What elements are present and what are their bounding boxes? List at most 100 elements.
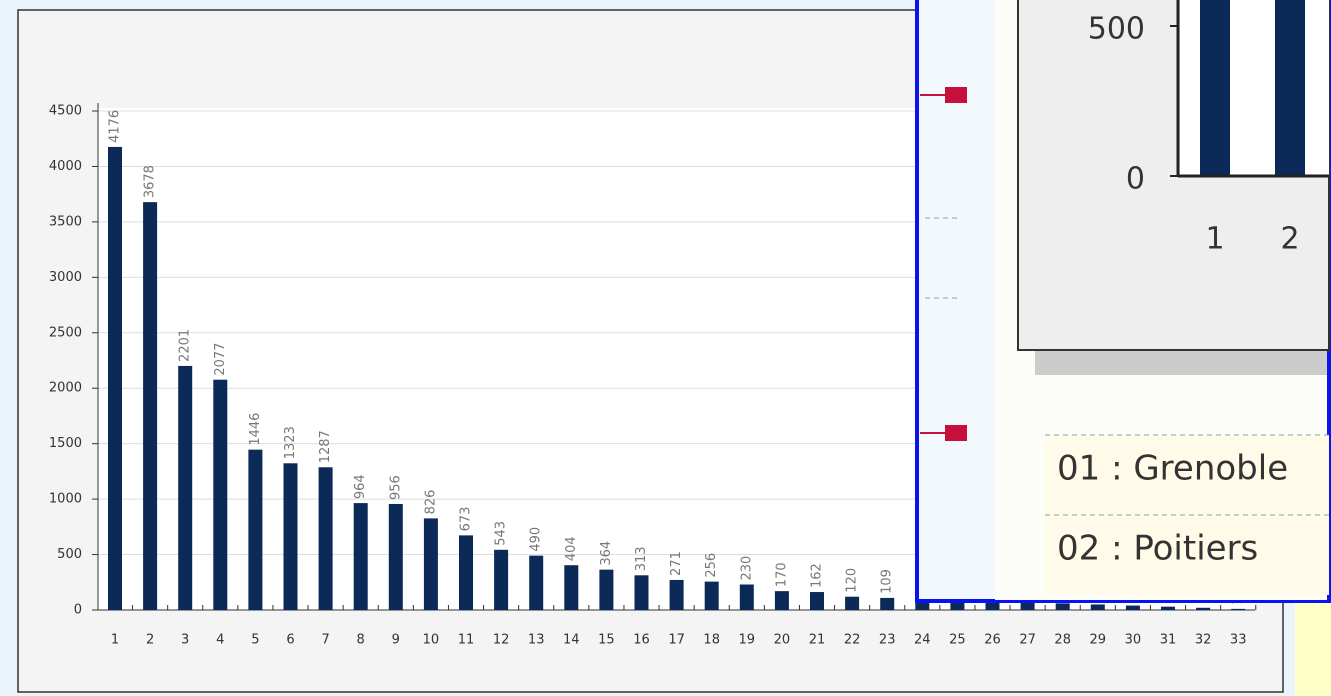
data-label: 364 <box>599 541 614 566</box>
bar <box>1055 603 1070 610</box>
x-tick-label: 3 <box>181 633 189 648</box>
y-tick-label: 1500 <box>49 436 82 451</box>
x-tick-label: 17 <box>668 633 685 648</box>
y-tick-label: 3500 <box>49 214 82 229</box>
bar <box>388 503 403 610</box>
x-tick-label: 25 <box>949 633 966 648</box>
bar <box>248 449 263 610</box>
x-tick-label: 12 <box>493 633 510 648</box>
x-tick-label: 24 <box>914 633 931 648</box>
side-panel <box>1295 600 1331 696</box>
data-label: 271 <box>669 551 684 576</box>
x-tick-label: 16 <box>633 633 650 648</box>
bar <box>739 584 754 610</box>
x-tick-label: 13 <box>528 633 545 648</box>
data-label: 256 <box>704 553 719 578</box>
bar <box>669 579 684 610</box>
data-label: 826 <box>423 490 438 515</box>
inset-bar <box>1200 0 1230 176</box>
y-tick-label: 3000 <box>49 270 82 285</box>
x-tick-label: 11 <box>458 633 475 648</box>
marker <box>945 425 967 441</box>
data-label: 3678 <box>143 165 158 198</box>
y-tick-label: 4500 <box>49 104 82 119</box>
zoom-inset: 01 : Grenoble 02 : Poitiers 1 2 0 500 <box>915 0 1331 603</box>
data-label: 673 <box>459 507 474 532</box>
list-item: 01 : Grenoble <box>1057 449 1288 489</box>
x-tick-label: 9 <box>392 633 400 648</box>
bar <box>634 575 649 610</box>
data-label: 956 <box>388 475 403 500</box>
x-tick-label: 28 <box>1054 633 1071 648</box>
x-tick-label: 33 <box>1230 633 1247 648</box>
bar <box>950 600 965 610</box>
bar <box>353 503 368 610</box>
bar <box>178 365 193 610</box>
inset-x-label: 2 <box>1280 222 1299 257</box>
x-tick-label: 23 <box>879 633 896 648</box>
bar <box>494 549 509 610</box>
x-tick-label: 8 <box>357 633 365 648</box>
inset-x-label: 1 <box>1205 222 1224 257</box>
x-tick-label: 15 <box>598 633 615 648</box>
inset-y-label: 0 <box>1126 162 1145 197</box>
bar <box>459 535 473 610</box>
x-tick-label: 6 <box>286 633 294 648</box>
bar <box>1020 602 1035 610</box>
data-label: 2077 <box>213 343 228 376</box>
data-label: 4176 <box>108 110 123 143</box>
data-label: 162 <box>810 563 825 588</box>
list-item: 02 : Poitiers <box>1057 529 1258 569</box>
data-label: 170 <box>774 562 789 587</box>
data-label: 964 <box>353 474 368 499</box>
y-tick-label: 2500 <box>49 325 82 340</box>
bar <box>318 467 333 610</box>
y-tick-label: 0 <box>74 603 82 618</box>
x-tick-label: 29 <box>1090 633 1107 648</box>
x-tick-label: 14 <box>563 633 580 648</box>
bar <box>143 202 158 610</box>
x-tick-label: 21 <box>809 633 826 648</box>
inset-y-label: 500 <box>1088 12 1145 47</box>
bar <box>564 565 579 610</box>
bar <box>283 463 298 610</box>
data-label: 2201 <box>178 329 193 362</box>
bar <box>108 146 122 611</box>
y-tick-label: 1000 <box>49 492 82 507</box>
x-tick-label: 2 <box>146 633 154 648</box>
x-tick-label: 22 <box>844 633 861 648</box>
x-tick-label: 27 <box>1019 633 1036 648</box>
x-tick-label: 30 <box>1125 633 1142 648</box>
data-label: 1323 <box>283 426 298 459</box>
data-label: 120 <box>845 568 860 593</box>
y-tick-label: 500 <box>57 547 82 562</box>
bar <box>704 581 719 610</box>
y-tick-label: 2000 <box>49 381 82 396</box>
bar <box>1125 605 1140 610</box>
x-tick-label: 4 <box>216 633 224 648</box>
bar <box>599 569 614 610</box>
x-tick-label: 20 <box>774 633 791 648</box>
x-tick-label: 26 <box>984 633 1001 648</box>
bar <box>1161 606 1175 610</box>
bar <box>1090 604 1105 610</box>
data-label: 109 <box>880 569 895 594</box>
x-tick-label: 31 <box>1160 633 1177 648</box>
bar <box>423 518 438 610</box>
bar <box>774 591 789 610</box>
data-label: 404 <box>564 536 579 561</box>
bar <box>213 379 228 610</box>
bar <box>810 592 824 610</box>
x-tick-label: 19 <box>739 633 756 648</box>
bar <box>845 596 860 610</box>
bar <box>529 555 544 610</box>
x-tick-label: 10 <box>423 633 440 648</box>
data-label: 1446 <box>248 413 263 446</box>
marker <box>945 87 967 103</box>
bar <box>1231 608 1246 610</box>
inset-bar <box>1275 0 1305 176</box>
x-tick-label: 32 <box>1195 633 1212 648</box>
y-tick-label: 4000 <box>49 159 82 174</box>
x-tick-label: 18 <box>703 633 720 648</box>
data-label: 490 <box>529 527 544 552</box>
